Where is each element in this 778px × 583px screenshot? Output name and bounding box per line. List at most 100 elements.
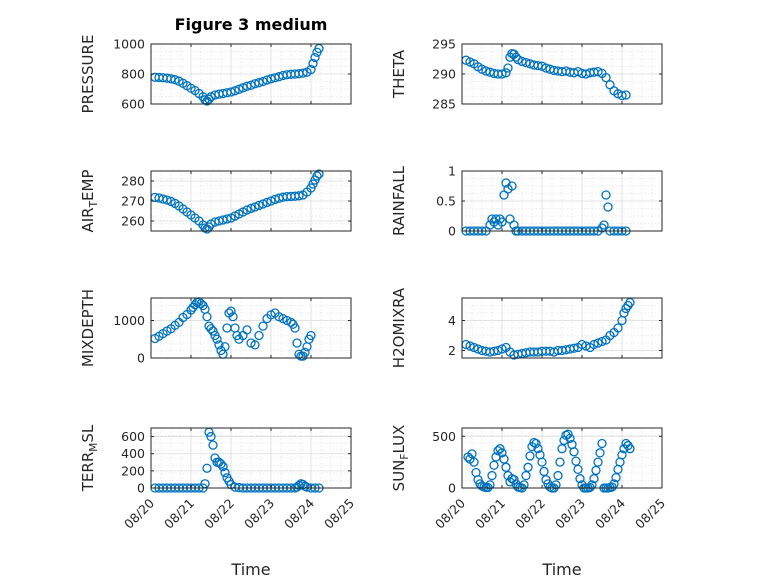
data-point (613, 323, 623, 333)
data-point (569, 447, 579, 457)
y-tick-label: 2 (448, 343, 456, 358)
x-tick-label: 08/25 (632, 496, 668, 532)
axes-box (150, 297, 352, 359)
data-point (497, 344, 507, 354)
data-point (617, 90, 627, 101)
data-point (521, 470, 531, 481)
data-point (553, 470, 563, 481)
x-tick-label: 08/20 (432, 495, 468, 531)
y-axis-label: THETA (390, 49, 408, 99)
subplot-2: 285 290 295 THETA (390, 37, 663, 112)
subplot-5: 0 1000 MIXDEPTH (79, 289, 352, 367)
data-point (212, 334, 222, 344)
data-point (483, 482, 493, 493)
data-point (523, 462, 533, 472)
data-point (601, 190, 611, 200)
subplot-3: 260 270 280 AIRTEMP (79, 169, 352, 234)
data-point (599, 220, 609, 230)
data-point (531, 438, 541, 449)
x-tick-label: 08/22 (512, 496, 548, 532)
y-tick-label: 500 (432, 429, 456, 444)
y-tick-label: 0 (137, 351, 145, 366)
data-point (162, 195, 172, 205)
data-point (521, 57, 531, 68)
y-tick-label: 270 (121, 194, 145, 209)
data-point (533, 60, 543, 71)
data-point (220, 467, 230, 478)
data-point (294, 191, 304, 201)
data-point (234, 84, 244, 94)
data-point (242, 325, 252, 335)
data-point (501, 462, 511, 472)
data-point (254, 330, 264, 341)
data-point (242, 81, 252, 91)
data-point (258, 199, 268, 209)
data-point (250, 340, 260, 350)
data-point (290, 323, 300, 333)
x-tick-label: 08/20 (121, 495, 157, 531)
data-point (497, 69, 507, 79)
figure-title: Figure 3 medium (175, 15, 328, 34)
y-tick-label: 1 (448, 164, 456, 179)
data-point (208, 326, 218, 336)
data-point (206, 324, 216, 334)
data-point (489, 460, 499, 470)
data-point (625, 444, 635, 454)
data-point (222, 214, 232, 224)
data-point (254, 200, 264, 211)
data-point (258, 76, 268, 87)
data-point (166, 74, 176, 84)
data-point (218, 461, 228, 472)
y-tick-label: 800 (121, 67, 145, 82)
data-point (501, 68, 511, 78)
data-point (569, 343, 579, 353)
data-point (557, 444, 567, 454)
data-point (541, 63, 551, 73)
y-tick-label: 1000 (113, 313, 145, 328)
data-point (537, 457, 547, 467)
data-point (603, 202, 613, 212)
y-axis-label: H2OMIXRA (390, 287, 408, 368)
data-point (575, 474, 585, 484)
data-point (254, 78, 264, 88)
data-point (519, 480, 529, 490)
x-axis-label: Time (541, 560, 581, 579)
data-point (158, 194, 168, 204)
y-tick-label: 400 (121, 446, 145, 461)
y-axis-label: AIRTEMP (79, 170, 100, 233)
plot-area (151, 428, 351, 488)
y-axis-label: TERRMSL (79, 424, 100, 492)
data-point (226, 87, 236, 97)
data-point (202, 463, 212, 473)
data-point (258, 321, 268, 331)
data-point (621, 90, 631, 100)
data-point (310, 52, 320, 63)
data-point (266, 196, 276, 206)
y-tick-label: 295 (432, 37, 456, 52)
data-point (298, 68, 308, 78)
subplot-4: 0 0.5 1 RAINFALL (390, 164, 663, 239)
data-point (499, 454, 509, 464)
x-tick-label: 08/23 (241, 496, 277, 532)
data-point (246, 203, 256, 214)
data-point (595, 448, 605, 458)
data-point (306, 330, 316, 341)
data-point (202, 312, 212, 322)
y-tick-label: 1000 (113, 37, 145, 52)
data-point (485, 480, 495, 490)
data-point (228, 312, 238, 322)
x-tick-label: 08/21 (161, 496, 197, 532)
subplot-6: 2 4 H2OMIXRA (390, 287, 663, 368)
data-point (312, 171, 322, 181)
data-point (503, 63, 513, 73)
x-tick-label: 08/24 (592, 495, 628, 531)
data-point (306, 64, 316, 75)
data-point (611, 473, 621, 483)
data-point (230, 86, 240, 96)
data-point (619, 308, 629, 318)
x-tick-label: 08/25 (321, 496, 357, 532)
y-tick-label: 4 (448, 313, 456, 328)
